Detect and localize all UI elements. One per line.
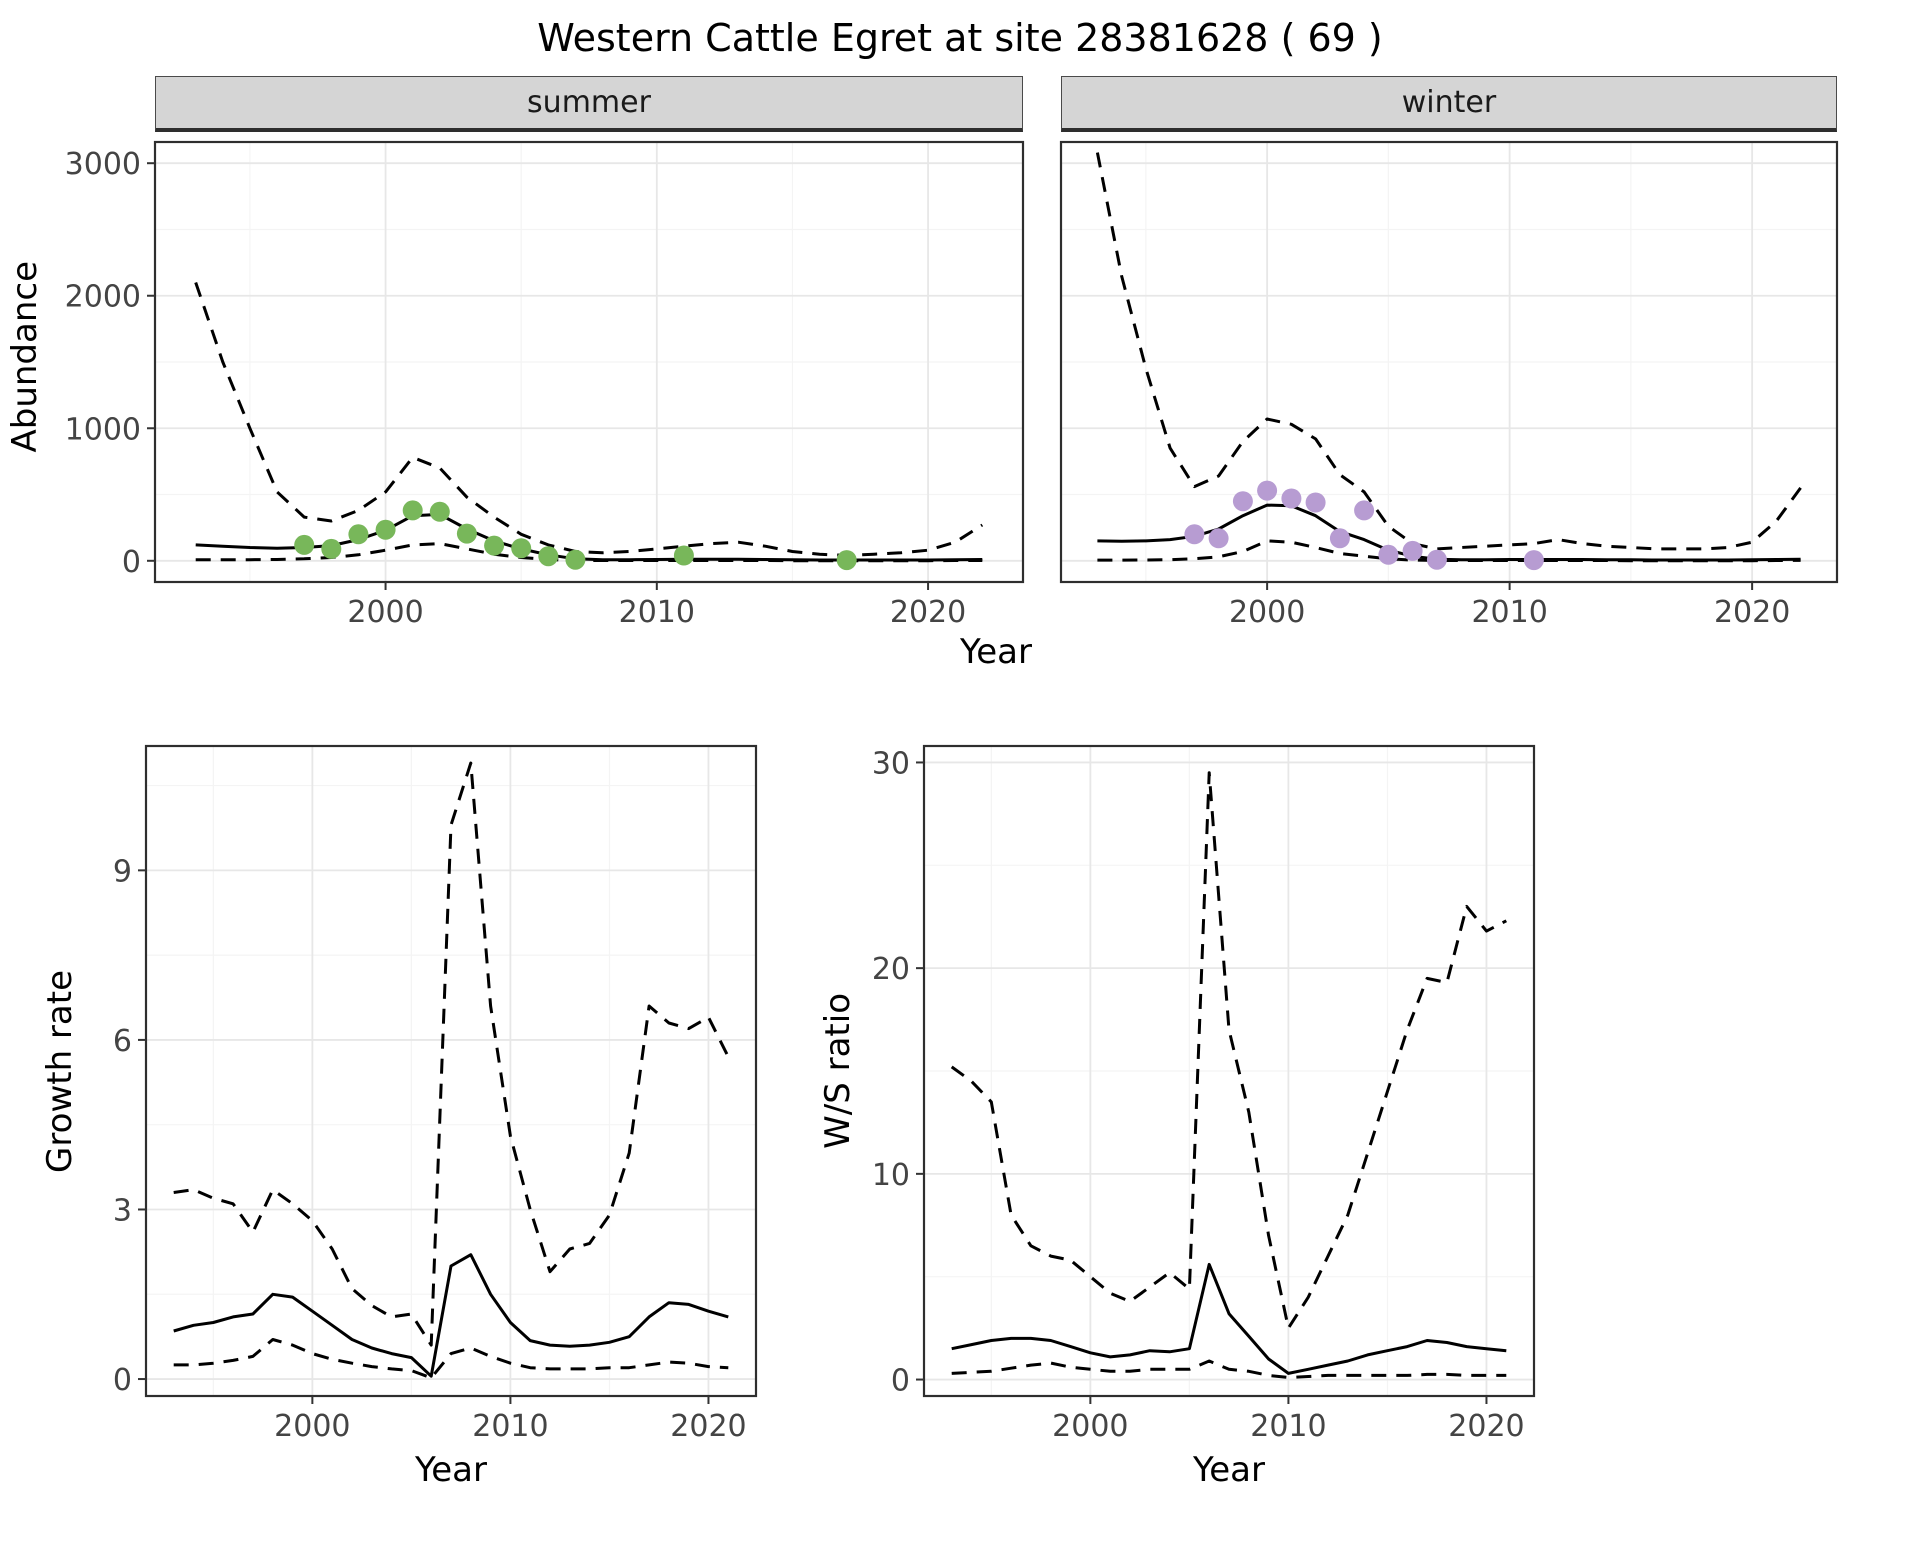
svg-text:0: 0 xyxy=(113,1363,132,1398)
winter-panel: winter 2000 2010 2020 xyxy=(1039,76,1915,632)
svg-text:2020: 2020 xyxy=(1448,1409,1524,1444)
abundance-summer-chart: 2000 2010 2020 0 1000 2000 3000 xyxy=(65,140,1025,630)
svg-text:3000: 3000 xyxy=(65,147,141,182)
svg-text:3: 3 xyxy=(113,1193,132,1228)
svg-text:30: 30 xyxy=(872,746,910,781)
plot-title: Western Cattle Egret at site 28381628 ( … xyxy=(537,16,1383,60)
svg-text:0: 0 xyxy=(122,545,141,580)
svg-text:2010: 2010 xyxy=(472,1409,548,1444)
facet-strip-winter: winter xyxy=(1061,76,1837,132)
abundance-facet-chart: Abundance summer 2000 2010 2020 0 1000 2000 30… xyxy=(0,76,1920,632)
ws-ratio-block: W/S ratio 2000 2010 2020 0 10 20 30 Year xyxy=(814,732,1552,1500)
svg-text:20: 20 xyxy=(872,952,910,987)
svg-text:2010: 2010 xyxy=(1250,1409,1326,1444)
svg-text:2010: 2010 xyxy=(1471,595,1547,630)
facet-strip-summer: summer xyxy=(155,76,1023,132)
svg-text:10: 10 xyxy=(872,1158,910,1193)
svg-text:2010: 2010 xyxy=(619,595,695,630)
svg-text:2000: 2000 xyxy=(1229,595,1305,630)
svg-text:1000: 1000 xyxy=(65,412,141,447)
svg-text:2020: 2020 xyxy=(1714,595,1790,630)
svg-text:2000: 2000 xyxy=(274,1409,350,1444)
growth-rate-chart: 2000 2010 2020 0 3 6 9 xyxy=(113,744,758,1444)
svg-text:0: 0 xyxy=(891,1364,910,1399)
growth-rate-block: Growth rate 2000 2010 2020 0 3 6 9 Year xyxy=(36,732,774,1500)
svg-text:2000: 2000 xyxy=(347,595,423,630)
x-axis-title-year-growth: Year xyxy=(415,1450,487,1490)
svg-text:2000: 2000 xyxy=(65,280,141,315)
summer-panel: summer 2000 2010 2020 0 1000 2000 3000 xyxy=(50,76,1039,632)
x-axis-title-year-top: Year xyxy=(960,632,1032,672)
y-axis-title-abundance: Abundance xyxy=(5,261,45,453)
ws-ratio-chart: 2000 2010 2020 0 10 20 30 xyxy=(872,744,1536,1444)
svg-text:9: 9 xyxy=(113,854,132,889)
svg-text:2020: 2020 xyxy=(890,595,966,630)
svg-text:6: 6 xyxy=(113,1024,132,1059)
y-axis-title-ws-ratio: W/S ratio xyxy=(818,993,858,1149)
y-axis-title-growth-rate: Growth rate xyxy=(40,969,80,1173)
svg-text:2020: 2020 xyxy=(670,1409,746,1444)
x-axis-title-year-ratio: Year xyxy=(1193,1450,1265,1490)
abundance-winter-chart: 2000 2010 2020 xyxy=(1059,140,1839,630)
svg-text:2000: 2000 xyxy=(1052,1409,1128,1444)
